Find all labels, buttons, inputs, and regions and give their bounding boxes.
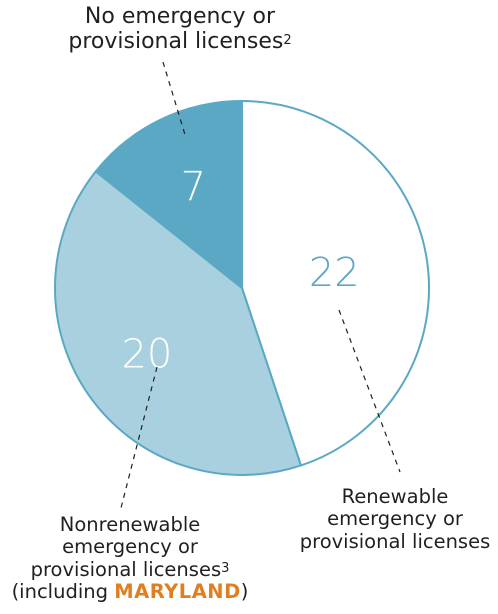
label-nonrenewable-line4-suffix: ) bbox=[240, 580, 249, 604]
pie-value-renewable: 22 bbox=[309, 250, 360, 296]
label-no-licenses: No emergency or provisional licenses2 bbox=[40, 4, 320, 55]
maryland-highlight: MARYLAND bbox=[114, 580, 241, 604]
footnote-marker-2: 2 bbox=[283, 33, 292, 49]
footnote-marker-3: 3 bbox=[221, 560, 230, 576]
label-nonrenewable: Nonrenewable emergency or provisional li… bbox=[0, 513, 260, 604]
label-nonrenewable-line1: Nonrenewable bbox=[59, 513, 201, 536]
label-renewable-line3: provisional licenses bbox=[299, 529, 491, 553]
pie-slice-nonrenewable bbox=[54, 170, 302, 476]
pie-value-nonrenewable: 20 bbox=[121, 331, 172, 377]
label-renewable: Renewable emergency or provisional licen… bbox=[292, 485, 498, 553]
leader-lines bbox=[120, 61, 401, 509]
pie-value-no-licenses: 7 bbox=[181, 164, 206, 210]
leader-line-nonrenewable bbox=[120, 366, 158, 509]
leader-line-renewable bbox=[338, 309, 401, 473]
label-nonrenewable-line4-prefix: (including bbox=[11, 580, 115, 604]
pie-slice-no-licenses bbox=[94, 100, 243, 289]
leader-line-no-licenses bbox=[162, 61, 187, 139]
label-nonrenewable-line3: provisional licenses bbox=[30, 557, 222, 581]
label-renewable-line1: Renewable bbox=[341, 485, 449, 508]
pie-slice-renewable bbox=[241, 100, 430, 467]
label-no-licenses-line2: provisional licenses bbox=[68, 29, 284, 55]
label-nonrenewable-line2: emergency or bbox=[62, 535, 198, 559]
label-renewable-line2: emergency or bbox=[327, 507, 463, 531]
label-no-licenses-line1: No emergency or bbox=[84, 4, 276, 29]
